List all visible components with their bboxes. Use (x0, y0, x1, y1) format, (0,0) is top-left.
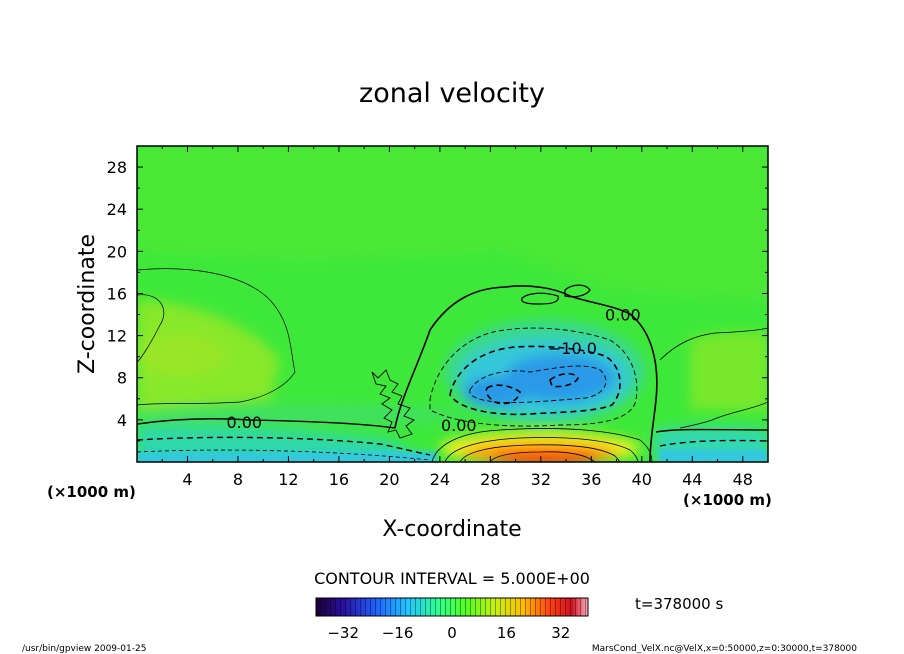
x-tick-label: 12 (278, 470, 298, 489)
contour-neg15 (469, 365, 607, 403)
contour-neg10 (449, 345, 621, 416)
contour-pos5 (431, 428, 653, 462)
x-axis: 4 8 12 16 20 24 28 32 36 40 44 48 (161, 146, 753, 489)
x-axis-label: X-coordinate (382, 517, 521, 542)
x-tick-label: 16 (329, 470, 349, 489)
x-tick-label: 24 (430, 470, 450, 489)
y-tick-label: 20 (107, 242, 127, 261)
contour-thin-left-5 (137, 268, 296, 406)
y-axis: 4 8 12 16 20 24 28 (107, 158, 768, 442)
y-tick-label: 4 (117, 411, 127, 430)
field-red-jet (490, 451, 600, 462)
contour-label: 0.00 (441, 416, 477, 435)
colorbar-tick-label: 32 (551, 624, 570, 642)
x-unit-right: (×1000 m) (683, 491, 772, 509)
contour-cloud-top-right (564, 284, 591, 298)
contour-neg20-a (485, 384, 521, 405)
colorbar-tick-label: 16 (497, 624, 516, 642)
field-yellowgreen-right (690, 331, 768, 410)
y-tick-label: 8 (117, 369, 127, 388)
contour-labels: 0.00 0.00 0.00 −10.0 (226, 306, 641, 436)
colorbar-tick-label: 0 (447, 624, 457, 642)
x-tick-label: 40 (632, 470, 652, 489)
contour-pos10 (444, 437, 639, 462)
plot-frame (136, 145, 769, 463)
field-yellowgreen-core-left (137, 335, 225, 375)
colorbar-tick-labels: −32 −16 0 16 32 (327, 624, 570, 642)
contour-thin-right-lower (679, 401, 768, 429)
contours (137, 268, 768, 462)
contour-neg5-right (659, 439, 768, 447)
contour-pos30 (489, 451, 596, 462)
contour-neg10-left (137, 449, 431, 461)
field-cyan-floor-left (137, 452, 437, 462)
contour-pos20 (459, 444, 621, 462)
y-tick-label: 24 (107, 200, 127, 219)
field-green-band (137, 405, 470, 425)
contour-neg20-b (549, 372, 579, 388)
contour-cloud-top (521, 292, 559, 305)
contour-zero-left (137, 418, 396, 429)
color-field (137, 146, 768, 462)
field-light-green-upper (137, 146, 768, 300)
footer-right: MarsCond_VelX.nc@VelX,x=0:50000,z=0:3000… (592, 644, 857, 654)
time-label: t=378000 s (635, 595, 723, 613)
contour-label: 0.00 (605, 306, 641, 325)
y-axis-label: Z-coordinate (75, 234, 100, 374)
x-tick-label: 48 (733, 470, 753, 489)
contour-neg5-left (137, 436, 431, 456)
footer-left: /usr/bin/gpview 2009-01-25 (22, 644, 146, 654)
field-blue-core-left (463, 377, 527, 407)
x-unit-left: (×1000 m) (47, 483, 136, 501)
contour-label: −10.0 (548, 339, 597, 358)
colorbar-segments (316, 598, 588, 616)
y-tick-label: 28 (107, 158, 127, 177)
x-tick-label: 20 (379, 470, 399, 489)
chart-title: zonal velocity (359, 78, 545, 109)
contour-interval: CONTOUR INTERVAL = 5.000E+00 (314, 569, 590, 588)
contour-neg5-outer (429, 327, 638, 427)
y-tick-label: 12 (107, 327, 127, 346)
contour-wiggle-cloud (371, 369, 415, 439)
x-tick-label: 32 (531, 470, 551, 489)
field-cyan-floor-right (660, 450, 768, 462)
y-tick-label: 16 (107, 284, 127, 303)
x-tick-label: 44 (682, 470, 702, 489)
colorbar-tick-label: −16 (382, 624, 414, 642)
colorbar: −32 −16 0 16 32 (315, 597, 589, 642)
colorbar-frame (315, 597, 589, 617)
x-tick-label: 8 (233, 470, 243, 489)
contour-zero-right (655, 428, 768, 433)
contour-label: 0.00 (226, 413, 262, 432)
x-tick-label: 4 (182, 470, 192, 489)
x-tick-label: 36 (581, 470, 601, 489)
contour-thin-right (659, 327, 768, 361)
x-tick-label: 28 (480, 470, 500, 489)
field-blue-core-right (505, 354, 615, 402)
colorbar-tick-label: −32 (327, 624, 359, 642)
